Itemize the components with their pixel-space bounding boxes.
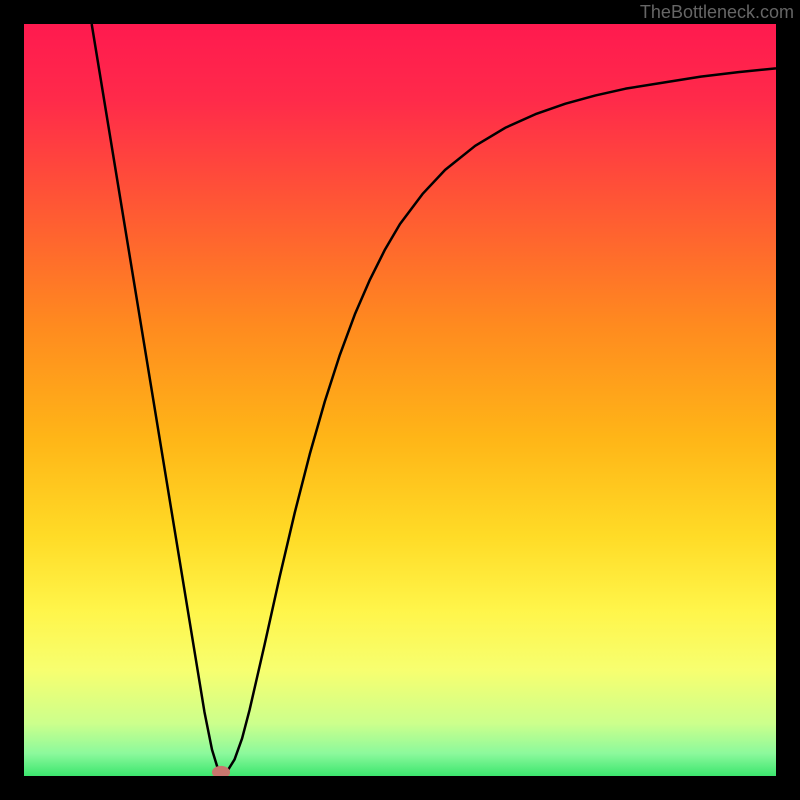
chart-background [24,24,776,776]
watermark-text: TheBottleneck.com [640,2,794,23]
chart-container [24,24,776,776]
bottleneck-chart [24,24,776,776]
